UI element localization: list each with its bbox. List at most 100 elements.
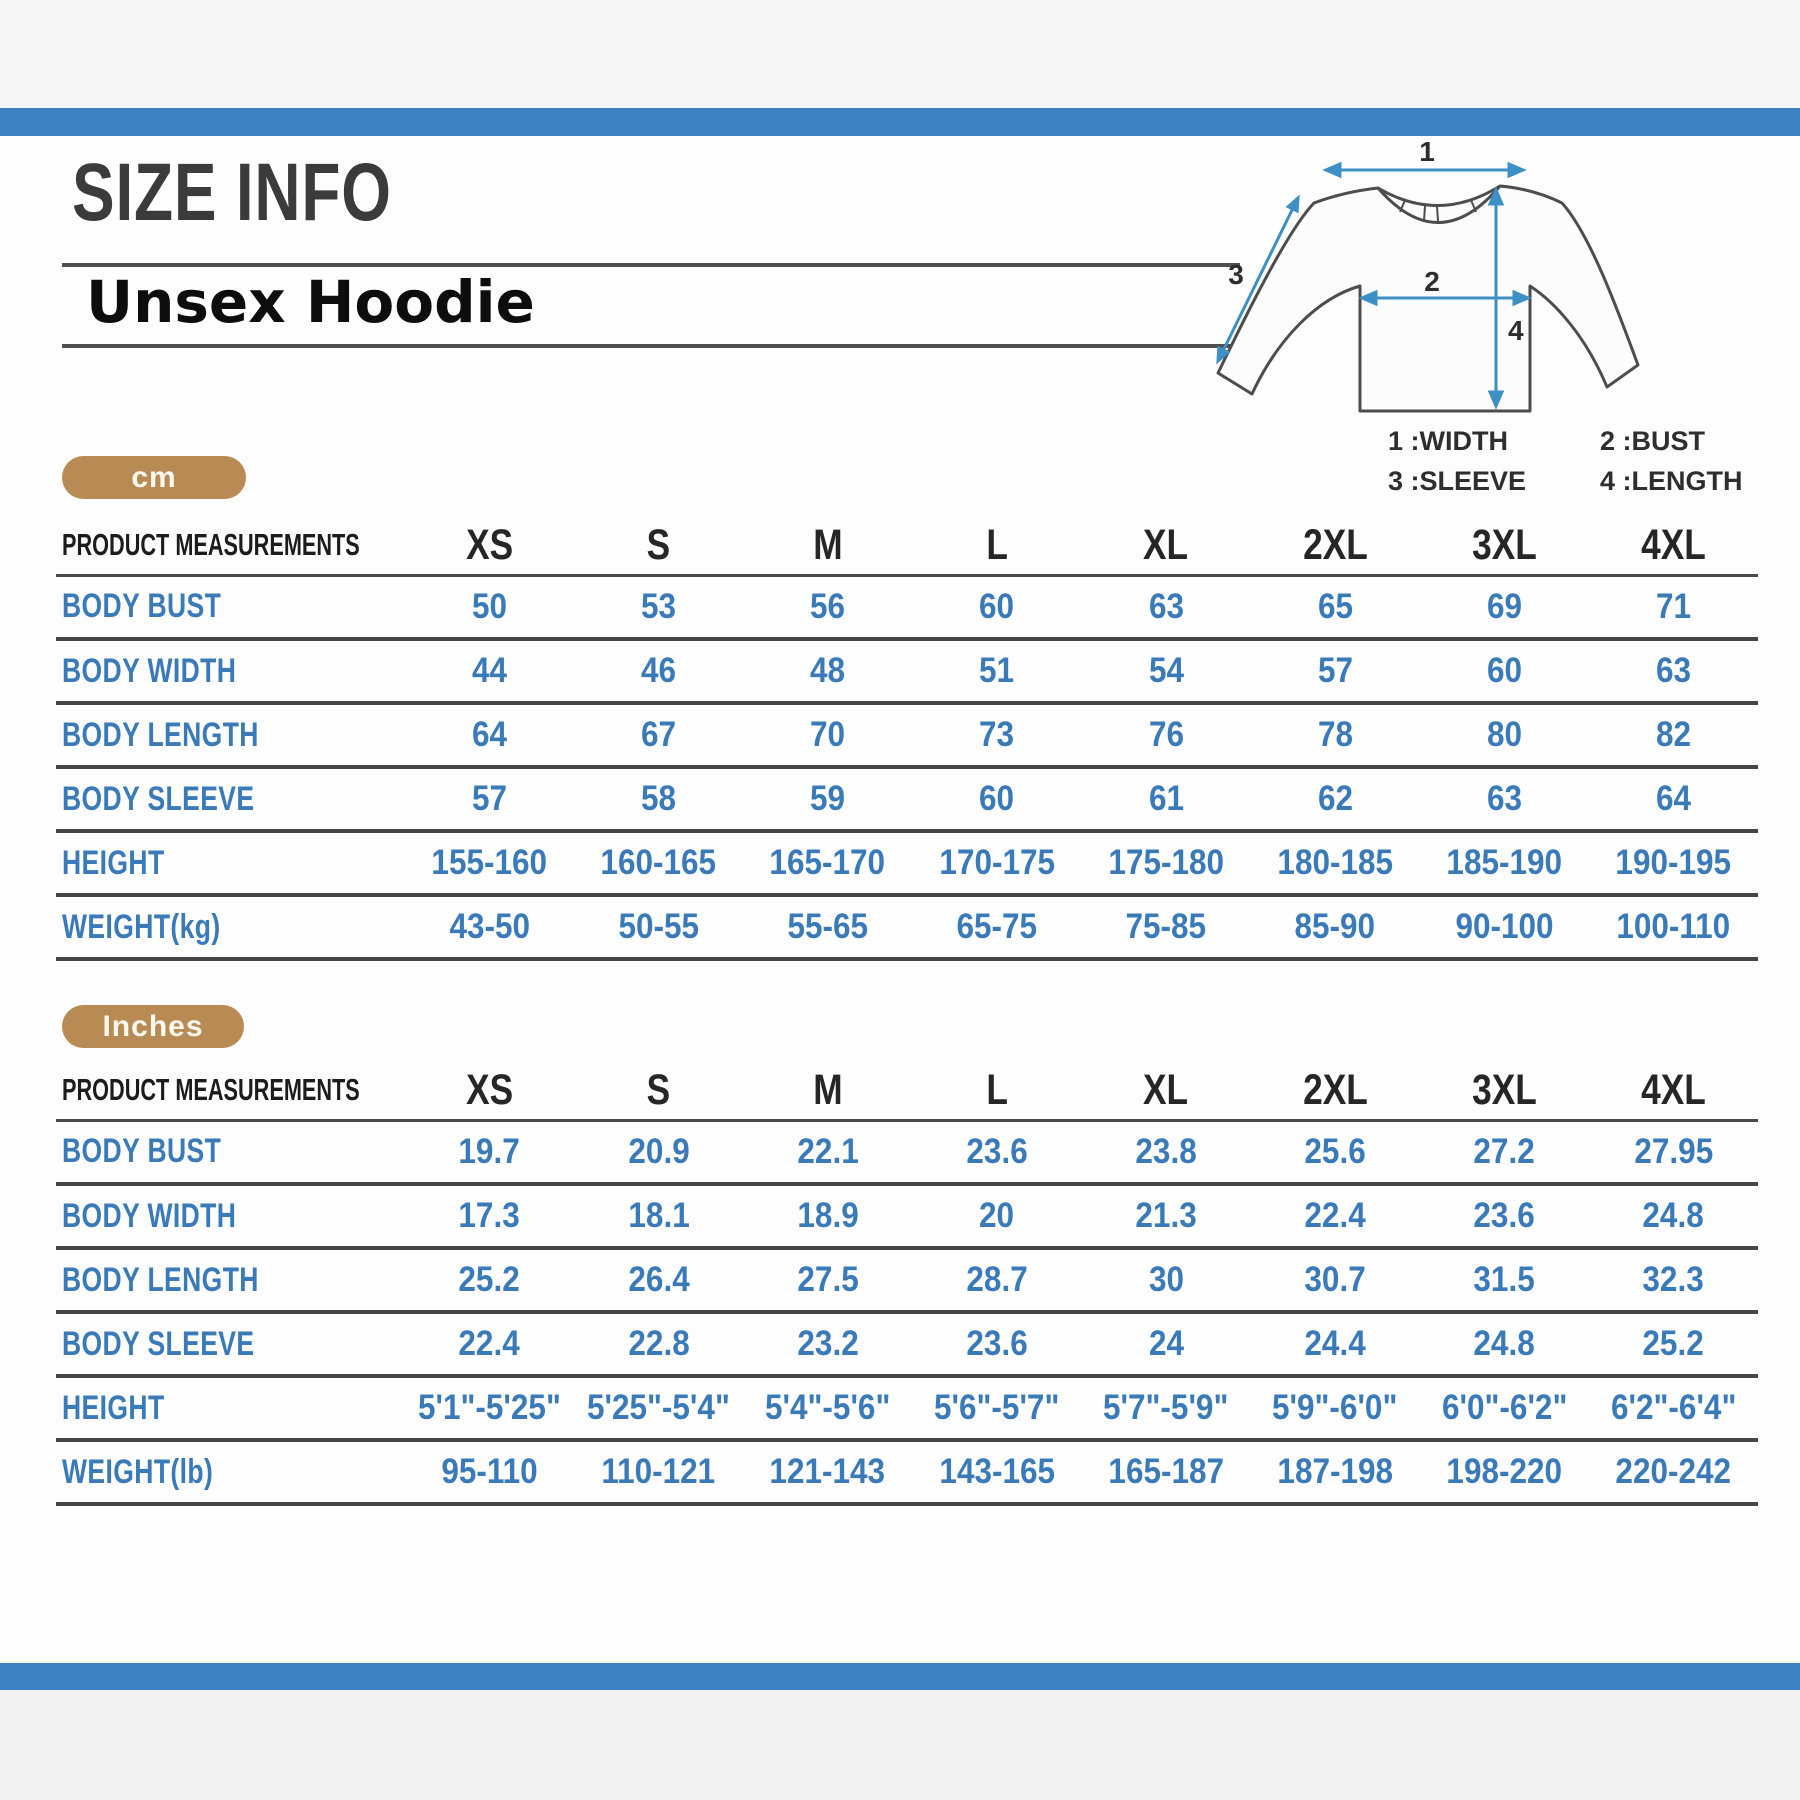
unit-badge-cm: cm [62, 456, 246, 499]
size-value-cell: 198-220 [1446, 1452, 1563, 1491]
size-value-cell: 18.9 [797, 1196, 859, 1235]
content-area: SIZE INFO Unsex Hoodie [0, 136, 1800, 1663]
column-header-size-xl: XL [1143, 520, 1189, 569]
size-value-cell: 220-242 [1615, 1452, 1732, 1491]
size-value-cell: 22.8 [627, 1324, 690, 1363]
marker-3: 3 [1228, 259, 1244, 290]
table-header-row: PRODUCT MEASUREMENTS XS S M L XL 2XL 3XL 4XL [56, 1062, 1758, 1120]
size-value-cell: 19.7 [458, 1131, 521, 1171]
size-value-cell: 75-85 [1125, 907, 1207, 946]
size-value-cell: 18.1 [627, 1196, 690, 1235]
column-header-size-xl: XL [1143, 1065, 1189, 1114]
size-value-cell: 20 [979, 1196, 1015, 1235]
size-value-cell: 32.3 [1642, 1260, 1705, 1299]
size-table-inches: PRODUCT MEASUREMENTS XS S M L XL 2XL 3XL 4XL BODY… [56, 1062, 1758, 1506]
row-label: WEIGHT(kg) [62, 907, 221, 946]
size-value-cell: 64 [471, 715, 507, 754]
size-value-cell: 17.3 [458, 1196, 521, 1235]
bottom-blue-bar [0, 1663, 1800, 1690]
size-value-cell: 73 [979, 715, 1015, 754]
row-label: BODY BUST [62, 587, 222, 626]
table-header-row: PRODUCT MEASUREMENTS XS S M L XL 2XL 3XL 4XL [56, 517, 1758, 575]
table-row: BODY SLEEVE 22.4 22.8 23.2 23.6 24 24.4 24.8 25.… [56, 1312, 1758, 1376]
legend-item-width: 1 :WIDTH [1388, 426, 1508, 456]
size-value-cell: 22.1 [797, 1131, 859, 1171]
unit-badge-inches: Inches [62, 1005, 244, 1048]
divider-line [62, 344, 1247, 348]
size-value-cell: 51 [979, 651, 1015, 690]
size-value-cell: 143-165 [939, 1452, 1055, 1491]
column-header-size-2xl: 2XL [1302, 520, 1368, 569]
size-value-cell: 25.2 [1642, 1324, 1705, 1363]
table-row: BODY BUST 50 53 56 60 63 65 69 71 [56, 575, 1758, 639]
divider-line [62, 263, 1240, 267]
row-label: WEIGHT(lb) [62, 1452, 214, 1491]
table-row: WEIGHT(lb) 95-110 110-121 121-143 143-165 165… [56, 1440, 1758, 1504]
size-value-cell: 24.4 [1304, 1324, 1366, 1363]
size-value-cell: 62 [1317, 779, 1353, 818]
size-value-cell: 5'25"-5'4" [587, 1388, 731, 1427]
size-value-cell: 57 [471, 779, 507, 818]
column-header-size-m: M [813, 520, 843, 569]
size-value-cell: 53 [641, 586, 677, 626]
size-value-cell: 5'6"-5'7" [934, 1388, 1060, 1427]
size-value-cell: 46 [641, 651, 677, 690]
size-value-cell: 5'4"-5'6" [764, 1388, 891, 1427]
size-value-cell: 28.7 [966, 1260, 1028, 1299]
column-header-size-3xl: 3XL [1471, 520, 1537, 569]
size-value-cell: 30.7 [1304, 1260, 1366, 1299]
size-value-cell: 6'0"-6'2" [1441, 1388, 1567, 1427]
column-header-size-s: S [646, 1065, 671, 1114]
size-value-cell: 56 [810, 586, 846, 626]
row-label: BODY SLEEVE [62, 779, 255, 818]
column-header-size-m: M [813, 1065, 843, 1114]
size-value-cell: 185-190 [1446, 843, 1563, 882]
size-value-cell: 5'1"-5'25" [417, 1388, 561, 1427]
size-table-cm: PRODUCT MEASUREMENTS XS S M L XL 2XL 3XL 4XL BODY… [56, 517, 1758, 961]
size-value-cell: 63 [1148, 586, 1184, 626]
size-value-cell: 80 [1486, 715, 1522, 754]
size-value-cell: 121-143 [769, 1452, 886, 1491]
column-header-measurements: PRODUCT MEASUREMENTS [62, 1072, 360, 1108]
size-value-cell: 50 [471, 586, 507, 626]
size-value-cell: 23.6 [1473, 1196, 1535, 1235]
row-label: BODY SLEEVE [62, 1324, 255, 1363]
size-value-cell: 67 [641, 715, 677, 754]
table-row: WEIGHT(kg) 43-50 50-55 55-65 65-75 75-85 85-90… [56, 895, 1758, 959]
table-row: BODY WIDTH 17.3 18.1 18.9 20 21.3 22.4 23.6 24.8 [56, 1184, 1758, 1248]
size-value-cell: 30 [1148, 1260, 1184, 1299]
bottom-margin [0, 1690, 1800, 1800]
top-blue-bar [0, 108, 1800, 136]
size-value-cell: 64 [1655, 779, 1691, 818]
top-margin [0, 0, 1800, 108]
size-value-cell: 23.8 [1135, 1131, 1197, 1171]
marker-2: 2 [1424, 266, 1440, 297]
legend-item-bust: 2 :BUST [1600, 426, 1706, 456]
size-value-cell: 5'7"-5'9" [1103, 1388, 1229, 1427]
column-header-size-4xl: 4XL [1641, 1065, 1706, 1114]
row-label: BODY WIDTH [62, 651, 237, 690]
hoodie-measurement-diagram: 1 2 3 4 1 :WIDTH 2 :BUST 3 :SLEEVE 4 :LE… [1178, 136, 1743, 514]
size-value-cell: 27.2 [1473, 1131, 1535, 1171]
size-value-cell: 21.3 [1135, 1196, 1197, 1235]
measurement-legend: 1 :WIDTH 2 :BUST 3 :SLEEVE 4 :LENGTH [1388, 426, 1743, 497]
size-value-cell: 65-75 [956, 907, 1038, 946]
size-value-cell: 31.5 [1473, 1260, 1535, 1299]
table-row: BODY LENGTH 25.2 26.4 27.5 28.7 30 30.7 31.5 32.… [56, 1248, 1758, 1312]
row-label: BODY LENGTH [62, 715, 259, 754]
size-value-cell: 65 [1317, 586, 1353, 626]
size-value-cell: 22.4 [1304, 1196, 1366, 1235]
hoodie-outline-illustration: 1 2 3 4 [1216, 136, 1640, 413]
size-value-cell: 100-110 [1616, 907, 1731, 946]
size-value-cell: 180-185 [1277, 843, 1393, 882]
column-header-size-2xl: 2XL [1302, 1065, 1368, 1114]
size-value-cell: 63 [1486, 779, 1522, 818]
size-value-cell: 43-50 [449, 907, 530, 946]
size-value-cell: 187-198 [1277, 1452, 1393, 1491]
size-value-cell: 55-65 [787, 907, 869, 946]
size-value-cell: 5'9"-6'0" [1272, 1388, 1398, 1427]
column-header-size-xs: XS [465, 1065, 513, 1114]
size-value-cell: 23.6 [966, 1131, 1028, 1171]
legend-item-sleeve: 3 :SLEEVE [1388, 466, 1527, 496]
